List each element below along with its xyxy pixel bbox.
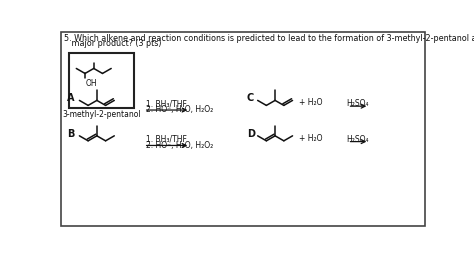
- Text: H₂SO₄: H₂SO₄: [346, 99, 369, 108]
- Text: 3-methyl-2-pentanol: 3-methyl-2-pentanol: [62, 110, 141, 119]
- Text: 2. HO⁻, H₂O, H₂O₂: 2. HO⁻, H₂O, H₂O₂: [146, 141, 213, 150]
- Text: 1. BH₃/THF: 1. BH₃/THF: [146, 99, 187, 108]
- Bar: [69, 53, 135, 109]
- Text: C: C: [247, 93, 254, 103]
- Text: A: A: [67, 93, 74, 103]
- Text: OH: OH: [86, 79, 98, 88]
- Text: H₂SO₄: H₂SO₄: [346, 135, 369, 144]
- Text: 5. Which alkene and reaction conditions is predicted to lead to the formation of: 5. Which alkene and reaction conditions …: [64, 34, 474, 43]
- Text: major product? (3 pts): major product? (3 pts): [64, 39, 162, 48]
- Text: + H₂O: + H₂O: [299, 98, 322, 108]
- Text: 2. HO⁻, H₂O, H₂O₂: 2. HO⁻, H₂O, H₂O₂: [146, 105, 213, 114]
- Text: B: B: [67, 129, 74, 139]
- Text: 1. BH₃/THF: 1. BH₃/THF: [146, 135, 187, 144]
- Text: D: D: [247, 129, 255, 139]
- Text: + H₂O: + H₂O: [299, 134, 322, 143]
